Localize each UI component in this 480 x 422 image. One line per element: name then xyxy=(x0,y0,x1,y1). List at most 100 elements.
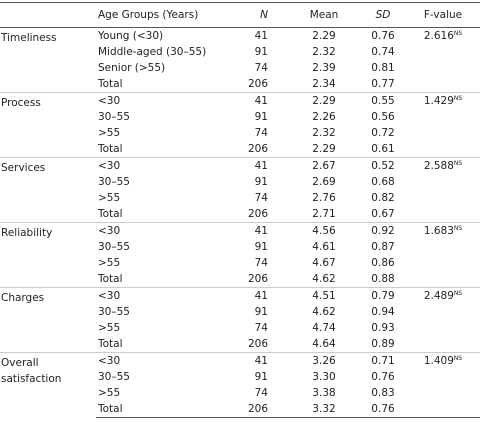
f-value-cell: 1.409NS xyxy=(406,352,480,369)
mean-value: 2.34 xyxy=(312,78,336,90)
mean-value: 2.32 xyxy=(312,46,336,58)
table-row: Total 206 2.29 0.61 xyxy=(0,141,480,158)
n-value: 91 xyxy=(254,46,268,58)
n-value: 74 xyxy=(254,257,268,269)
mean-value: 4.74 xyxy=(312,322,336,334)
sd-value: 0.71 xyxy=(360,352,406,369)
table-row: >55 74 4.74 0.93 xyxy=(0,320,480,336)
significance-note: NS xyxy=(453,95,463,102)
mean-value: 4.67 xyxy=(312,257,336,269)
significance-note: NS xyxy=(453,30,463,37)
significance-note: NS xyxy=(453,225,463,232)
header-cell: F-value xyxy=(406,2,480,28)
sd-value: 0.93 xyxy=(371,322,395,334)
table-row: >55 74 4.67 0.86 xyxy=(0,255,480,271)
n-value: 74 xyxy=(254,322,268,334)
table-row: Total 206 2.71 0.67 xyxy=(0,206,480,223)
mean-value: 2.26 xyxy=(312,111,336,123)
f-value: 2.616 xyxy=(423,30,454,42)
n-value: 91 xyxy=(254,176,268,188)
group-label: Timeliness xyxy=(1,32,57,44)
group-label: Process xyxy=(0,92,96,158)
n-value: 41 xyxy=(222,352,288,369)
group-label: Reliability xyxy=(0,222,96,288)
n-value: 74 xyxy=(254,127,268,139)
f-value-cell xyxy=(406,255,480,271)
age-group: Total xyxy=(98,208,123,220)
mean-value: 2.29 xyxy=(288,92,360,109)
table-row: Senior (>55) 74 2.39 0.81 xyxy=(0,60,480,76)
mean-value: 3.32 xyxy=(288,401,360,418)
f-value: 2.489 xyxy=(423,290,454,302)
age-group: 30–55 xyxy=(98,111,130,123)
f-value-cell xyxy=(406,369,480,385)
n-value: 41 xyxy=(222,157,288,174)
age-group: Total xyxy=(98,338,123,350)
f-value-cell xyxy=(406,320,480,336)
table-row: Total 206 2.34 0.77 xyxy=(0,76,480,93)
sd-value: 0.76 xyxy=(371,30,395,42)
n-value: 206 xyxy=(247,78,268,90)
age-group: 30–55 xyxy=(98,371,130,383)
age-group: Senior (>55) xyxy=(98,62,166,74)
n-value: 41 xyxy=(254,30,268,42)
f-value-cell xyxy=(406,125,480,141)
f-value: 1.683 xyxy=(423,225,454,237)
f-value: 1.429 xyxy=(423,95,454,107)
mean-value: 2.32 xyxy=(312,127,336,139)
sd-value: 0.87 xyxy=(371,241,395,253)
sd-value: 0.77 xyxy=(371,78,395,90)
group-label: Charges xyxy=(0,287,96,353)
mean-value: 4.56 xyxy=(288,222,360,239)
n-value: 206 xyxy=(222,401,288,418)
sd-value: 0.55 xyxy=(360,92,406,109)
mean-value: 4.51 xyxy=(288,287,360,304)
f-value-cell: 1.429NS xyxy=(406,92,480,109)
n-value: 74 xyxy=(254,62,268,74)
age-group: <30 xyxy=(96,287,222,304)
significance-note: NS xyxy=(453,355,463,362)
mean-value: 3.38 xyxy=(312,387,336,399)
age-group: Total xyxy=(98,273,123,285)
f-value-cell xyxy=(406,239,480,255)
header-cell: SD xyxy=(360,2,406,28)
mean-value: 4.64 xyxy=(312,338,336,350)
age-group: Total xyxy=(98,78,123,90)
table-row: Overall satisfaction <30 41 3.26 0.71 1.409NS xyxy=(0,352,480,418)
n-value: 91 xyxy=(254,111,268,123)
n-value: 91 xyxy=(254,241,268,253)
f-value-cell: 2.616NS xyxy=(406,28,480,45)
sd-value: 0.52 xyxy=(360,157,406,174)
f-value-cell: 2.588NS xyxy=(406,157,480,174)
sd-value: 0.74 xyxy=(371,46,395,58)
sd-value: 0.82 xyxy=(371,192,395,204)
header-row: Age Groups (Years) N Mean SD F-value xyxy=(0,2,480,28)
sd-value: 0.81 xyxy=(371,62,395,74)
sd-value: 0.88 xyxy=(371,273,395,285)
age-group: <30 xyxy=(96,352,222,369)
sd-value: 0.94 xyxy=(371,306,395,318)
sd-value: 0.72 xyxy=(371,127,395,139)
age-group: >55 xyxy=(98,387,121,399)
f-value: 1.409 xyxy=(423,355,454,367)
mean-value: 3.30 xyxy=(312,371,336,383)
age-group: <30 xyxy=(96,92,222,109)
table-row: Reliability <30 41 4.56 0.92 1.683NS xyxy=(0,222,480,288)
mean-value: 3.26 xyxy=(288,352,360,369)
age-group: >55 xyxy=(98,127,121,139)
table-row: 30–55 91 2.26 0.56 xyxy=(0,109,480,125)
header-cell: N xyxy=(222,2,288,28)
table-row: >55 74 3.38 0.83 xyxy=(0,385,480,401)
mean-value: 2.76 xyxy=(312,192,336,204)
mean-value: 4.62 xyxy=(312,306,336,318)
age-group: 30–55 xyxy=(98,241,130,253)
header-cell: Mean xyxy=(288,2,360,28)
sd-value: 0.68 xyxy=(371,176,395,188)
f-value-cell: 2.489NS xyxy=(406,287,480,304)
n-value: 74 xyxy=(254,387,268,399)
n-value: 41 xyxy=(222,222,288,239)
age-group: Middle-aged (30–55) xyxy=(98,46,207,58)
header-cell xyxy=(0,2,96,28)
